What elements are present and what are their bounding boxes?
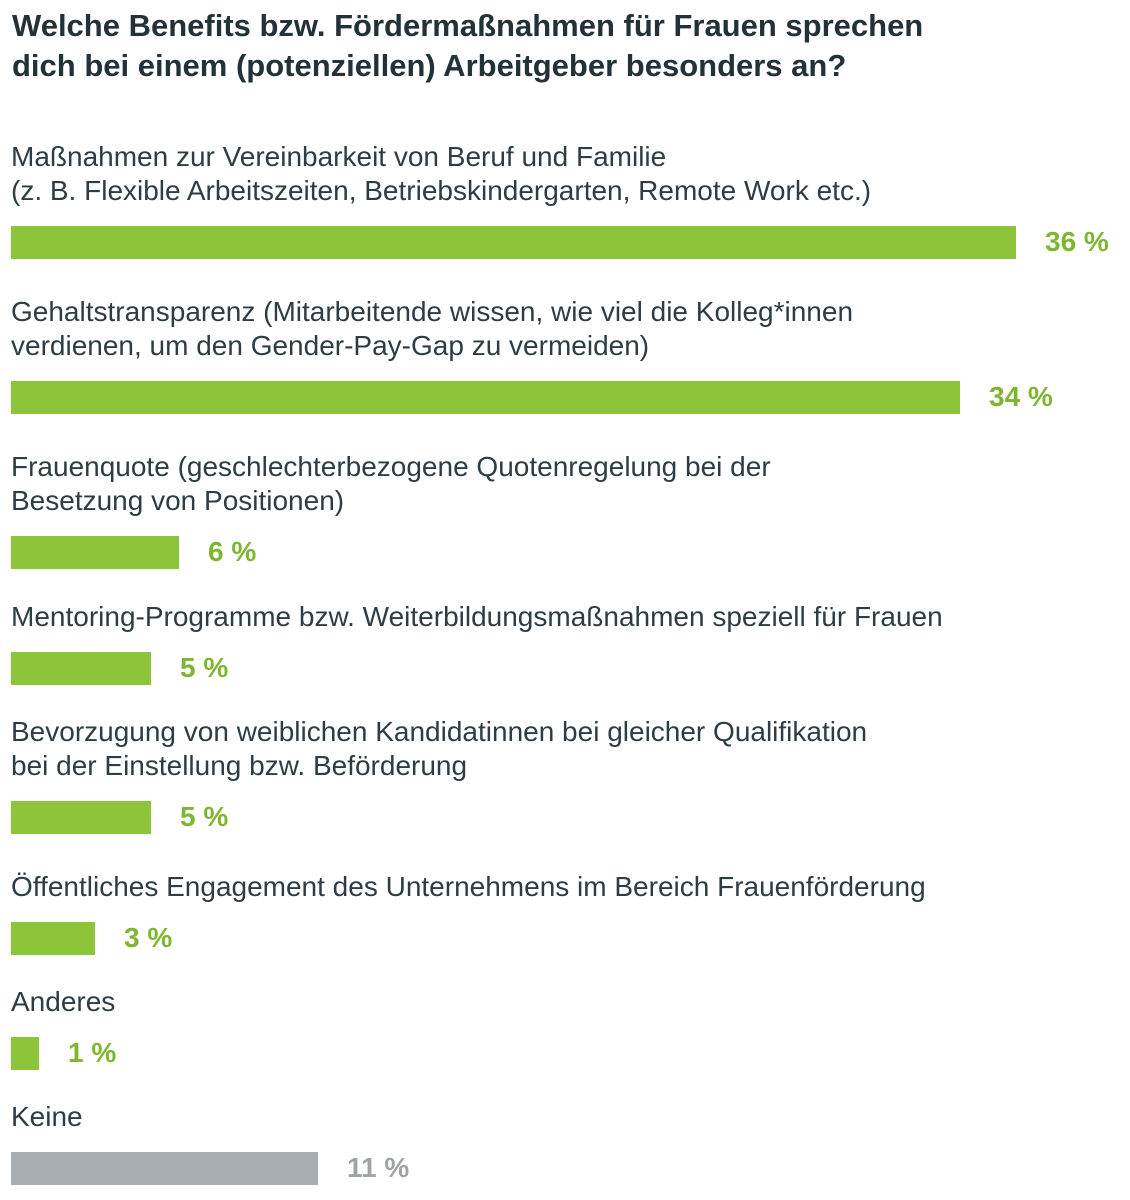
bar [11,652,151,685]
value-label: 5 % [180,801,229,832]
bar [11,1152,318,1185]
category-label-line: Frauenquote (geschlechterbezogene Quoten… [11,451,771,482]
category-label: Anderes [11,985,1121,1019]
category-label: Keine [11,1100,1121,1134]
bar-row: 3 % [11,922,1121,955]
category-label-line: Gehaltstransparenz (Mitarbeitende wissen… [11,296,854,327]
bar-row: 6 % [11,536,1121,569]
bar-item: Gehaltstransparenz (Mitarbeitende wissen… [11,295,1121,414]
category-label-line: Keine [11,1101,83,1132]
bar [11,801,151,834]
category-label: Bevorzugung von weiblichen Kandidatinnen… [11,715,1121,783]
value-label: 11 % [347,1152,410,1183]
category-label-line: Öffentliches Engagement des Unternehmens… [11,871,926,902]
category-label: Maßnahmen zur Vereinbarkeit von Beruf un… [11,140,1121,208]
value-label: 34 % [989,381,1053,412]
category-label: Gehaltstransparenz (Mitarbeitende wissen… [11,295,1121,363]
bar-row: 1 % [11,1037,1121,1070]
bar-item: Öffentliches Engagement des Unternehmens… [11,870,1121,955]
category-label: Frauenquote (geschlechterbezogene Quoten… [11,450,1121,518]
bar [11,536,179,569]
bar-item: Anderes 1 % [11,985,1121,1070]
value-label: 36 % [1045,226,1109,257]
bar-row: 11 % [11,1152,1121,1185]
category-label-line: verdienen, um den Gender-Pay-Gap zu verm… [11,330,650,361]
bar-row: 34 % [11,381,1121,414]
chart-title-line: dich bei einem (potenziellen) Arbeitgebe… [12,48,847,83]
bar-item: Mentoring-Programme bzw. Weiterbildungsm… [11,600,1121,685]
bar [11,1037,39,1070]
bar-row: 5 % [11,801,1121,834]
category-label: Mentoring-Programme bzw. Weiterbildungsm… [11,600,1121,634]
category-label: Öffentliches Engagement des Unternehmens… [11,870,1121,904]
bar-item: Frauenquote (geschlechterbezogene Quoten… [11,450,1121,569]
chart-title: Welche Benefits bzw. Fördermaßnahmen für… [12,6,1112,86]
bar-item: Bevorzugung von weiblichen Kandidatinnen… [11,715,1121,834]
category-label-line: Mentoring-Programme bzw. Weiterbildungsm… [11,601,943,632]
value-label: 3 % [124,922,173,953]
bar [11,922,95,955]
category-label-line: bei der Einstellung bzw. Beförderung [11,750,468,781]
bar [11,226,1016,259]
category-label-line: Bevorzugung von weiblichen Kandidatinnen… [11,716,868,747]
bar-item: Keine 11 % [11,1100,1121,1185]
bar-row: 5 % [11,652,1121,685]
bar-item: Maßnahmen zur Vereinbarkeit von Beruf un… [11,140,1121,259]
value-label: 5 % [180,652,229,683]
chart-title-line: Welche Benefits bzw. Fördermaßnahmen für… [12,8,924,43]
bar [11,381,960,414]
category-label-line: Maßnahmen zur Vereinbarkeit von Beruf un… [11,141,667,172]
value-label: 6 % [208,536,257,567]
category-label-line: Besetzung von Positionen) [11,485,345,516]
category-label-line: Anderes [11,986,116,1017]
value-label: 1 % [68,1037,117,1068]
category-label-line: (z. B. Flexible Arbeitszeiten, Betriebsk… [11,175,872,206]
bar-row: 36 % [11,226,1121,259]
